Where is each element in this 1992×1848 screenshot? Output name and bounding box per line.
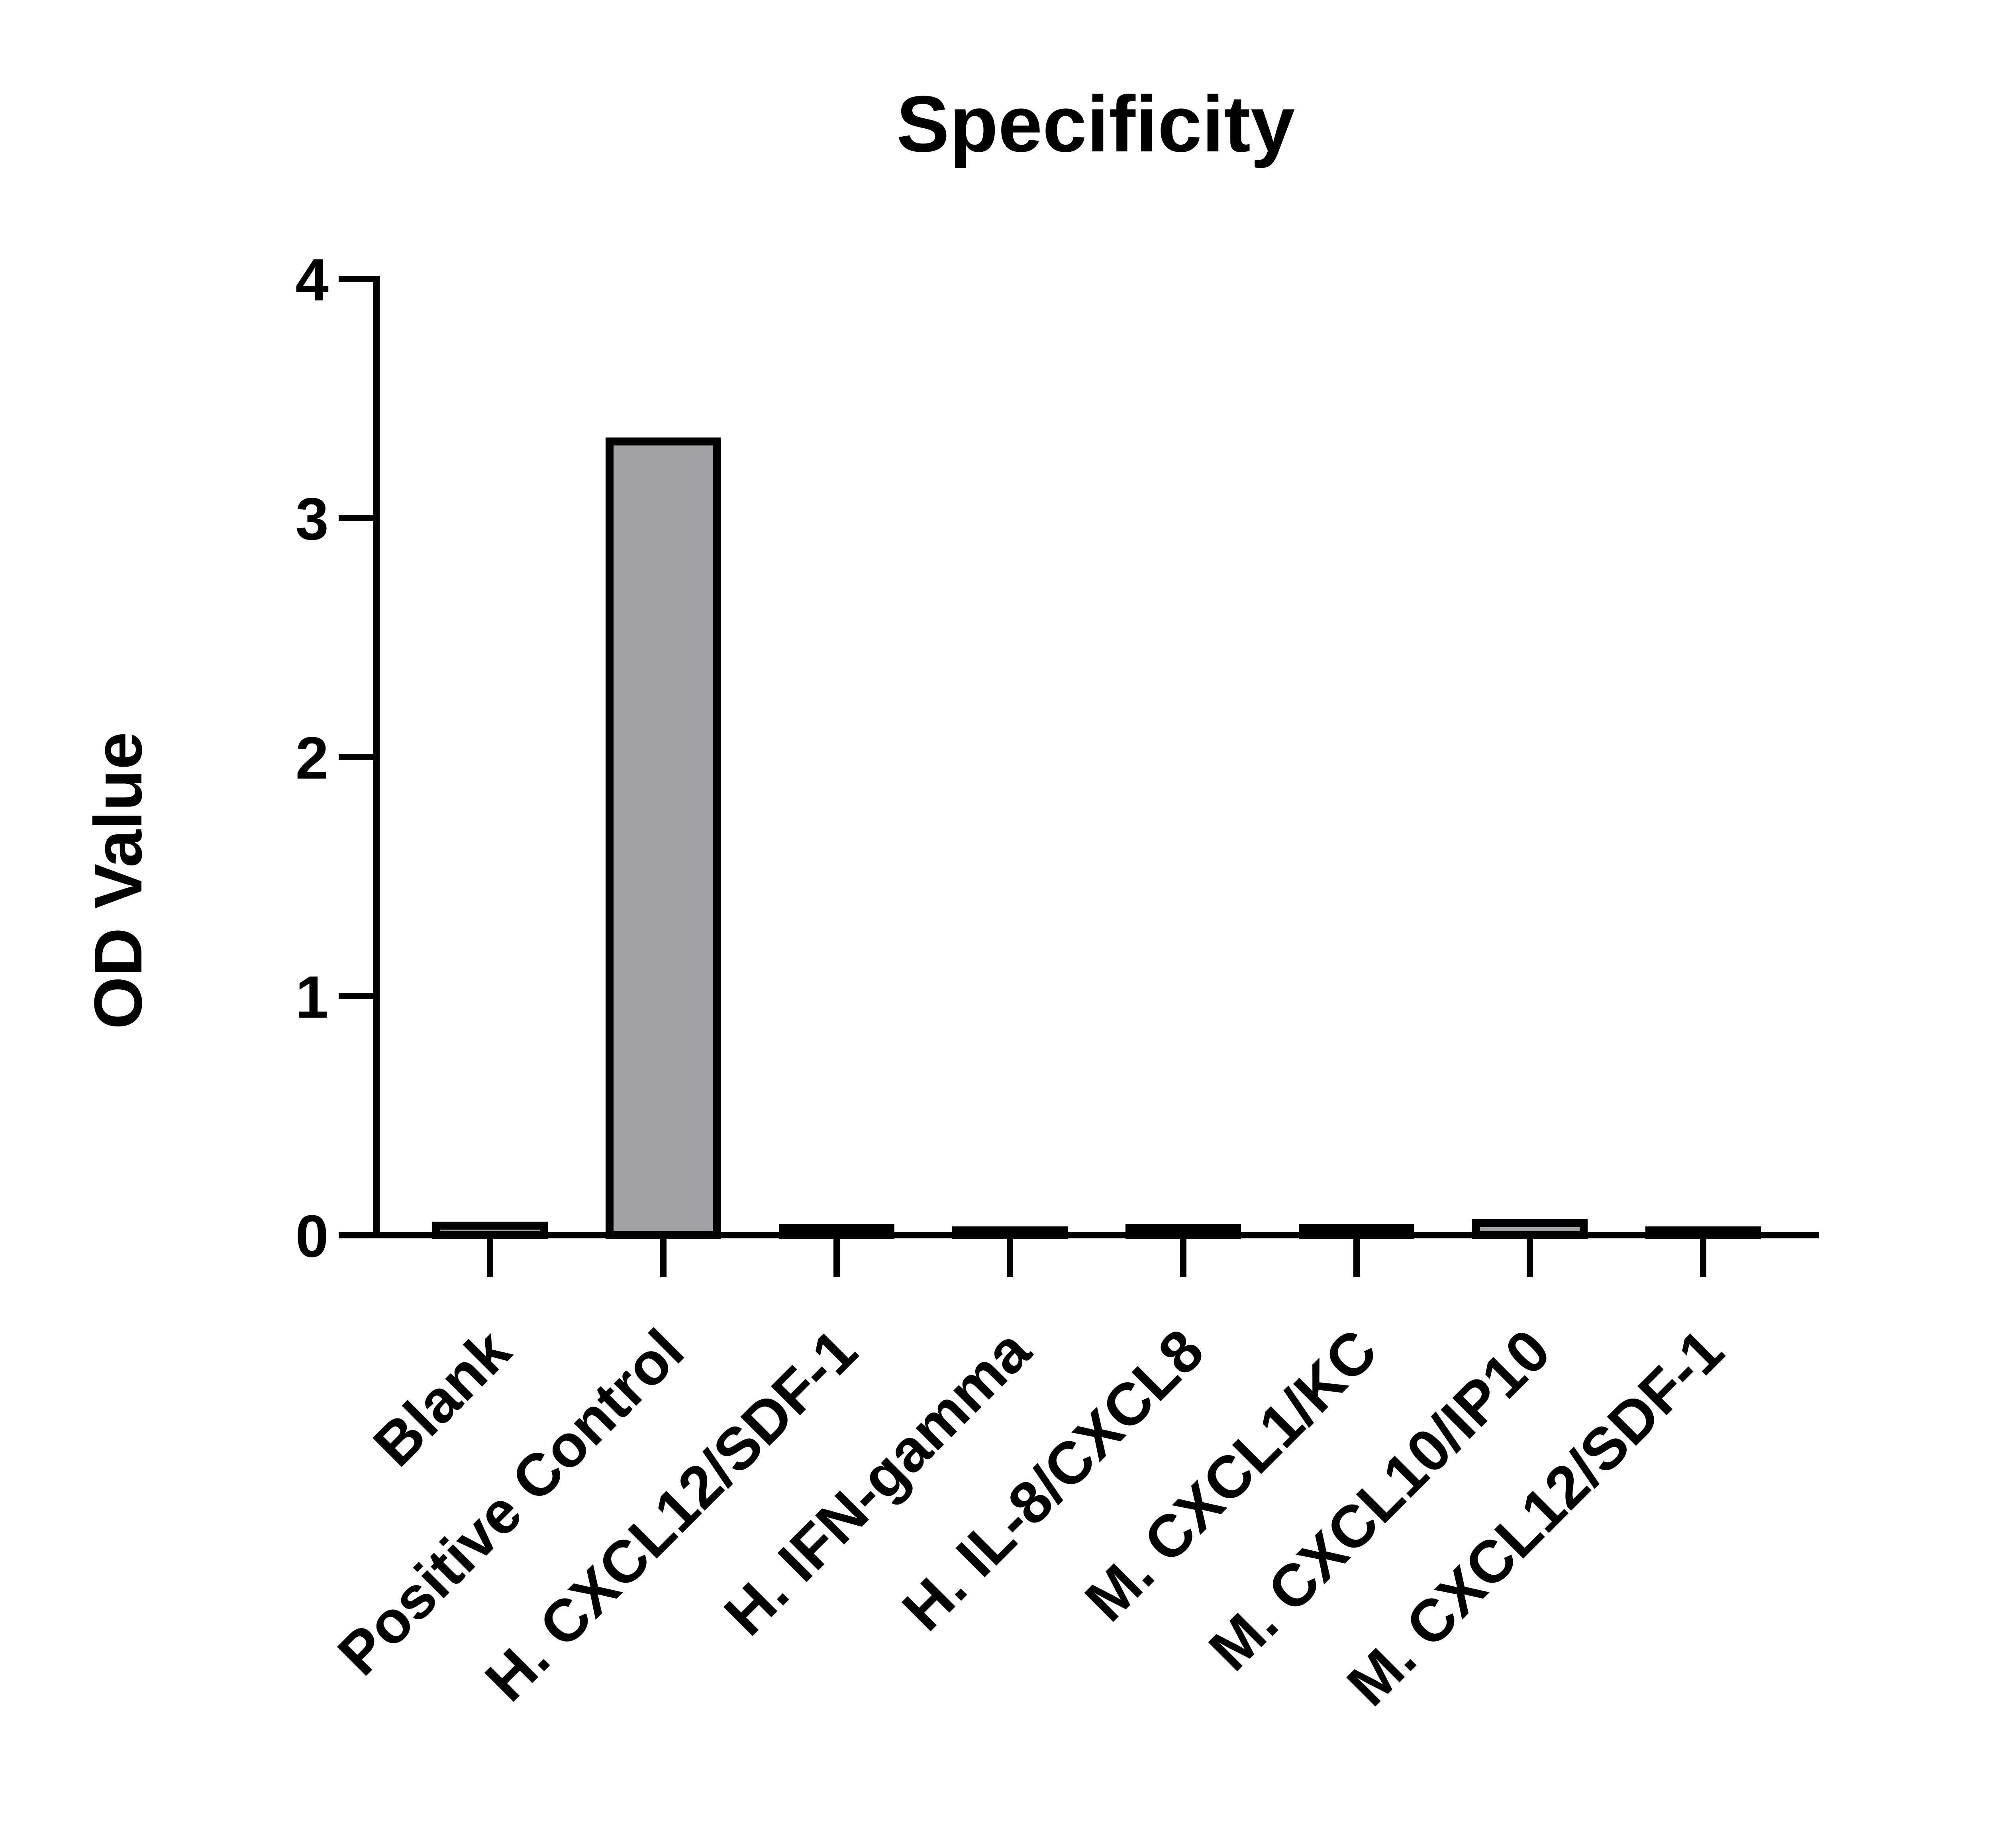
bars xyxy=(432,437,1761,1239)
axes xyxy=(373,276,1819,1238)
y-tick-label-0: 0 xyxy=(296,1203,329,1269)
bar-1 xyxy=(606,437,721,1239)
y-tick-label-4: 4 xyxy=(296,246,329,313)
y-tick-label-3: 3 xyxy=(296,485,329,552)
x-tick-label-3: H. IFN-gamma xyxy=(712,1316,1043,1648)
x-axis-ticks xyxy=(487,1235,1706,1277)
chart-title: Specificity xyxy=(896,80,1295,169)
y-axis-label: OD Value xyxy=(80,732,156,1029)
x-tick-label-4: H. IL-8/CXCL8 xyxy=(890,1316,1216,1643)
y-tick-label-1: 1 xyxy=(296,963,329,1030)
y-axis-ticks: 0 1 2 3 4 xyxy=(296,246,376,1269)
x-tick-label-0: Blank xyxy=(361,1316,523,1479)
x-tick-label-5: M. CXCL1/KC xyxy=(1072,1316,1389,1634)
y-tick-label-2: 2 xyxy=(296,724,329,791)
